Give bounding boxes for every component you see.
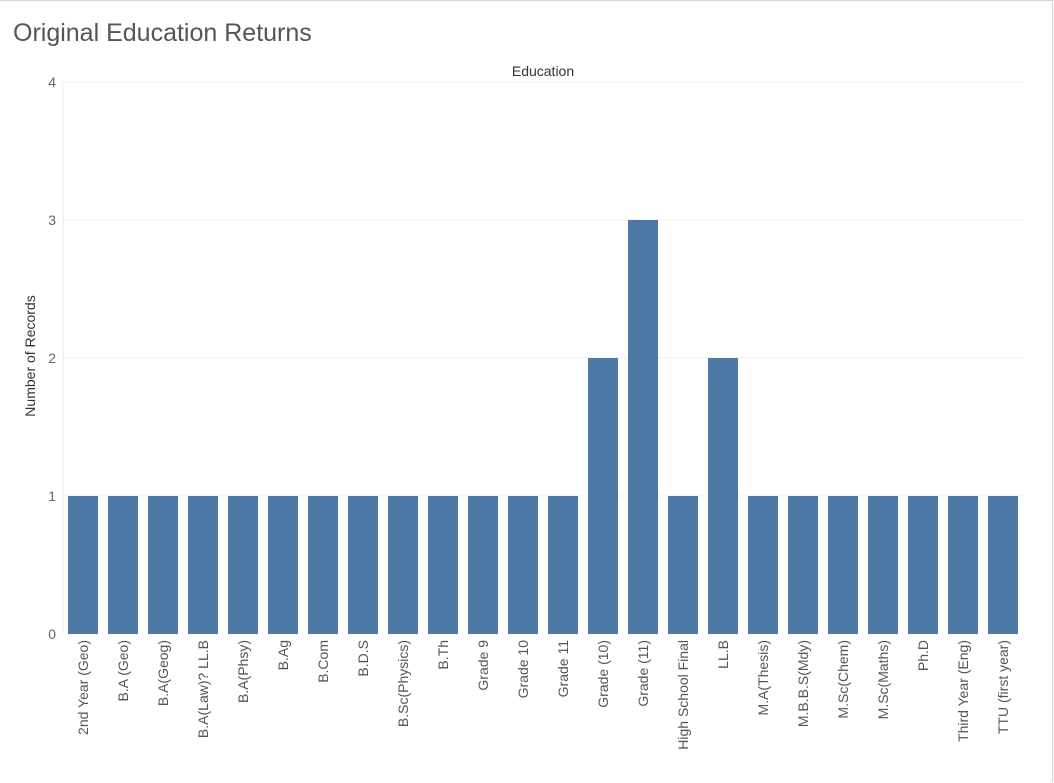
x-tick-label: B.Th	[435, 640, 451, 670]
x-tick-label: B.Com	[315, 640, 331, 683]
bar[interactable]	[828, 496, 858, 634]
bar[interactable]	[68, 496, 98, 634]
bar[interactable]	[748, 496, 778, 634]
x-tick-label: Grade (10)	[595, 640, 611, 708]
gridlines	[63, 81, 1023, 497]
bar[interactable]	[188, 496, 218, 634]
x-tick-label: Third Year (Eng)	[955, 640, 971, 742]
x-tick-label: M.A(Thesis)	[755, 640, 771, 715]
x-tick-label: M.B.B.S(Mdy)	[795, 640, 811, 727]
bar[interactable]	[548, 496, 578, 634]
bar[interactable]	[628, 220, 658, 634]
bar[interactable]	[588, 358, 618, 634]
x-tick-label: B.A(Phsy)	[235, 640, 251, 703]
bar[interactable]	[228, 496, 258, 634]
bar[interactable]	[508, 496, 538, 634]
column-header: Education	[512, 63, 574, 79]
bar[interactable]	[308, 496, 338, 634]
x-tick-label: Grade 9	[475, 640, 491, 691]
bar[interactable]	[988, 496, 1018, 634]
bar[interactable]	[708, 358, 738, 634]
bar[interactable]	[348, 496, 378, 634]
bar[interactable]	[868, 496, 898, 634]
x-tick-label: B.Ag	[275, 640, 291, 670]
x-tick-label: Grade 11	[555, 640, 571, 698]
x-tick-label: Grade (11)	[635, 640, 651, 707]
x-axis: 2nd Year (Geo) B.A (Geo) B.A(Geog) B.A(Law)…	[75, 640, 1011, 750]
y-axis: 0 1 2 3 4	[48, 74, 56, 642]
x-tick-label: LL.B	[715, 640, 731, 669]
y-tick-label: 2	[48, 350, 56, 366]
x-tick-label: B.D.S	[355, 640, 371, 677]
bar[interactable]	[388, 496, 418, 634]
y-tick-label: 0	[48, 626, 56, 642]
bar[interactable]	[268, 496, 298, 634]
x-tick-label: TTU (first year)	[995, 640, 1011, 734]
bars	[68, 220, 1018, 634]
y-tick-label: 3	[48, 212, 56, 228]
bar[interactable]	[148, 496, 178, 634]
bar[interactable]	[668, 496, 698, 634]
y-tick-label: 1	[48, 488, 56, 504]
x-tick-label: Grade 10	[515, 640, 531, 699]
x-tick-label: M.Sc(Maths)	[875, 640, 891, 719]
bar[interactable]	[788, 496, 818, 634]
x-tick-label: Ph.D	[915, 640, 931, 671]
chart-title: Original Education Returns	[13, 19, 312, 47]
x-tick-label: M.Sc(Chem)	[835, 640, 851, 719]
x-tick-label: B.A(Law)? LL.B	[195, 640, 211, 738]
bar[interactable]	[428, 496, 458, 634]
bar[interactable]	[948, 496, 978, 634]
x-tick-label: 2nd Year (Geo)	[75, 640, 91, 735]
y-tick-label: 4	[48, 74, 56, 90]
bar[interactable]	[908, 496, 938, 634]
x-tick-label: B.A (Geo)	[115, 640, 131, 701]
x-tick-label: B.Sc(Physics)	[395, 640, 411, 727]
bar[interactable]	[108, 496, 138, 634]
x-tick-label: High School Final	[675, 640, 691, 750]
bar[interactable]	[468, 496, 498, 634]
y-axis-title: Number of Records	[22, 295, 38, 416]
x-tick-label: B.A(Geog)	[155, 640, 171, 706]
